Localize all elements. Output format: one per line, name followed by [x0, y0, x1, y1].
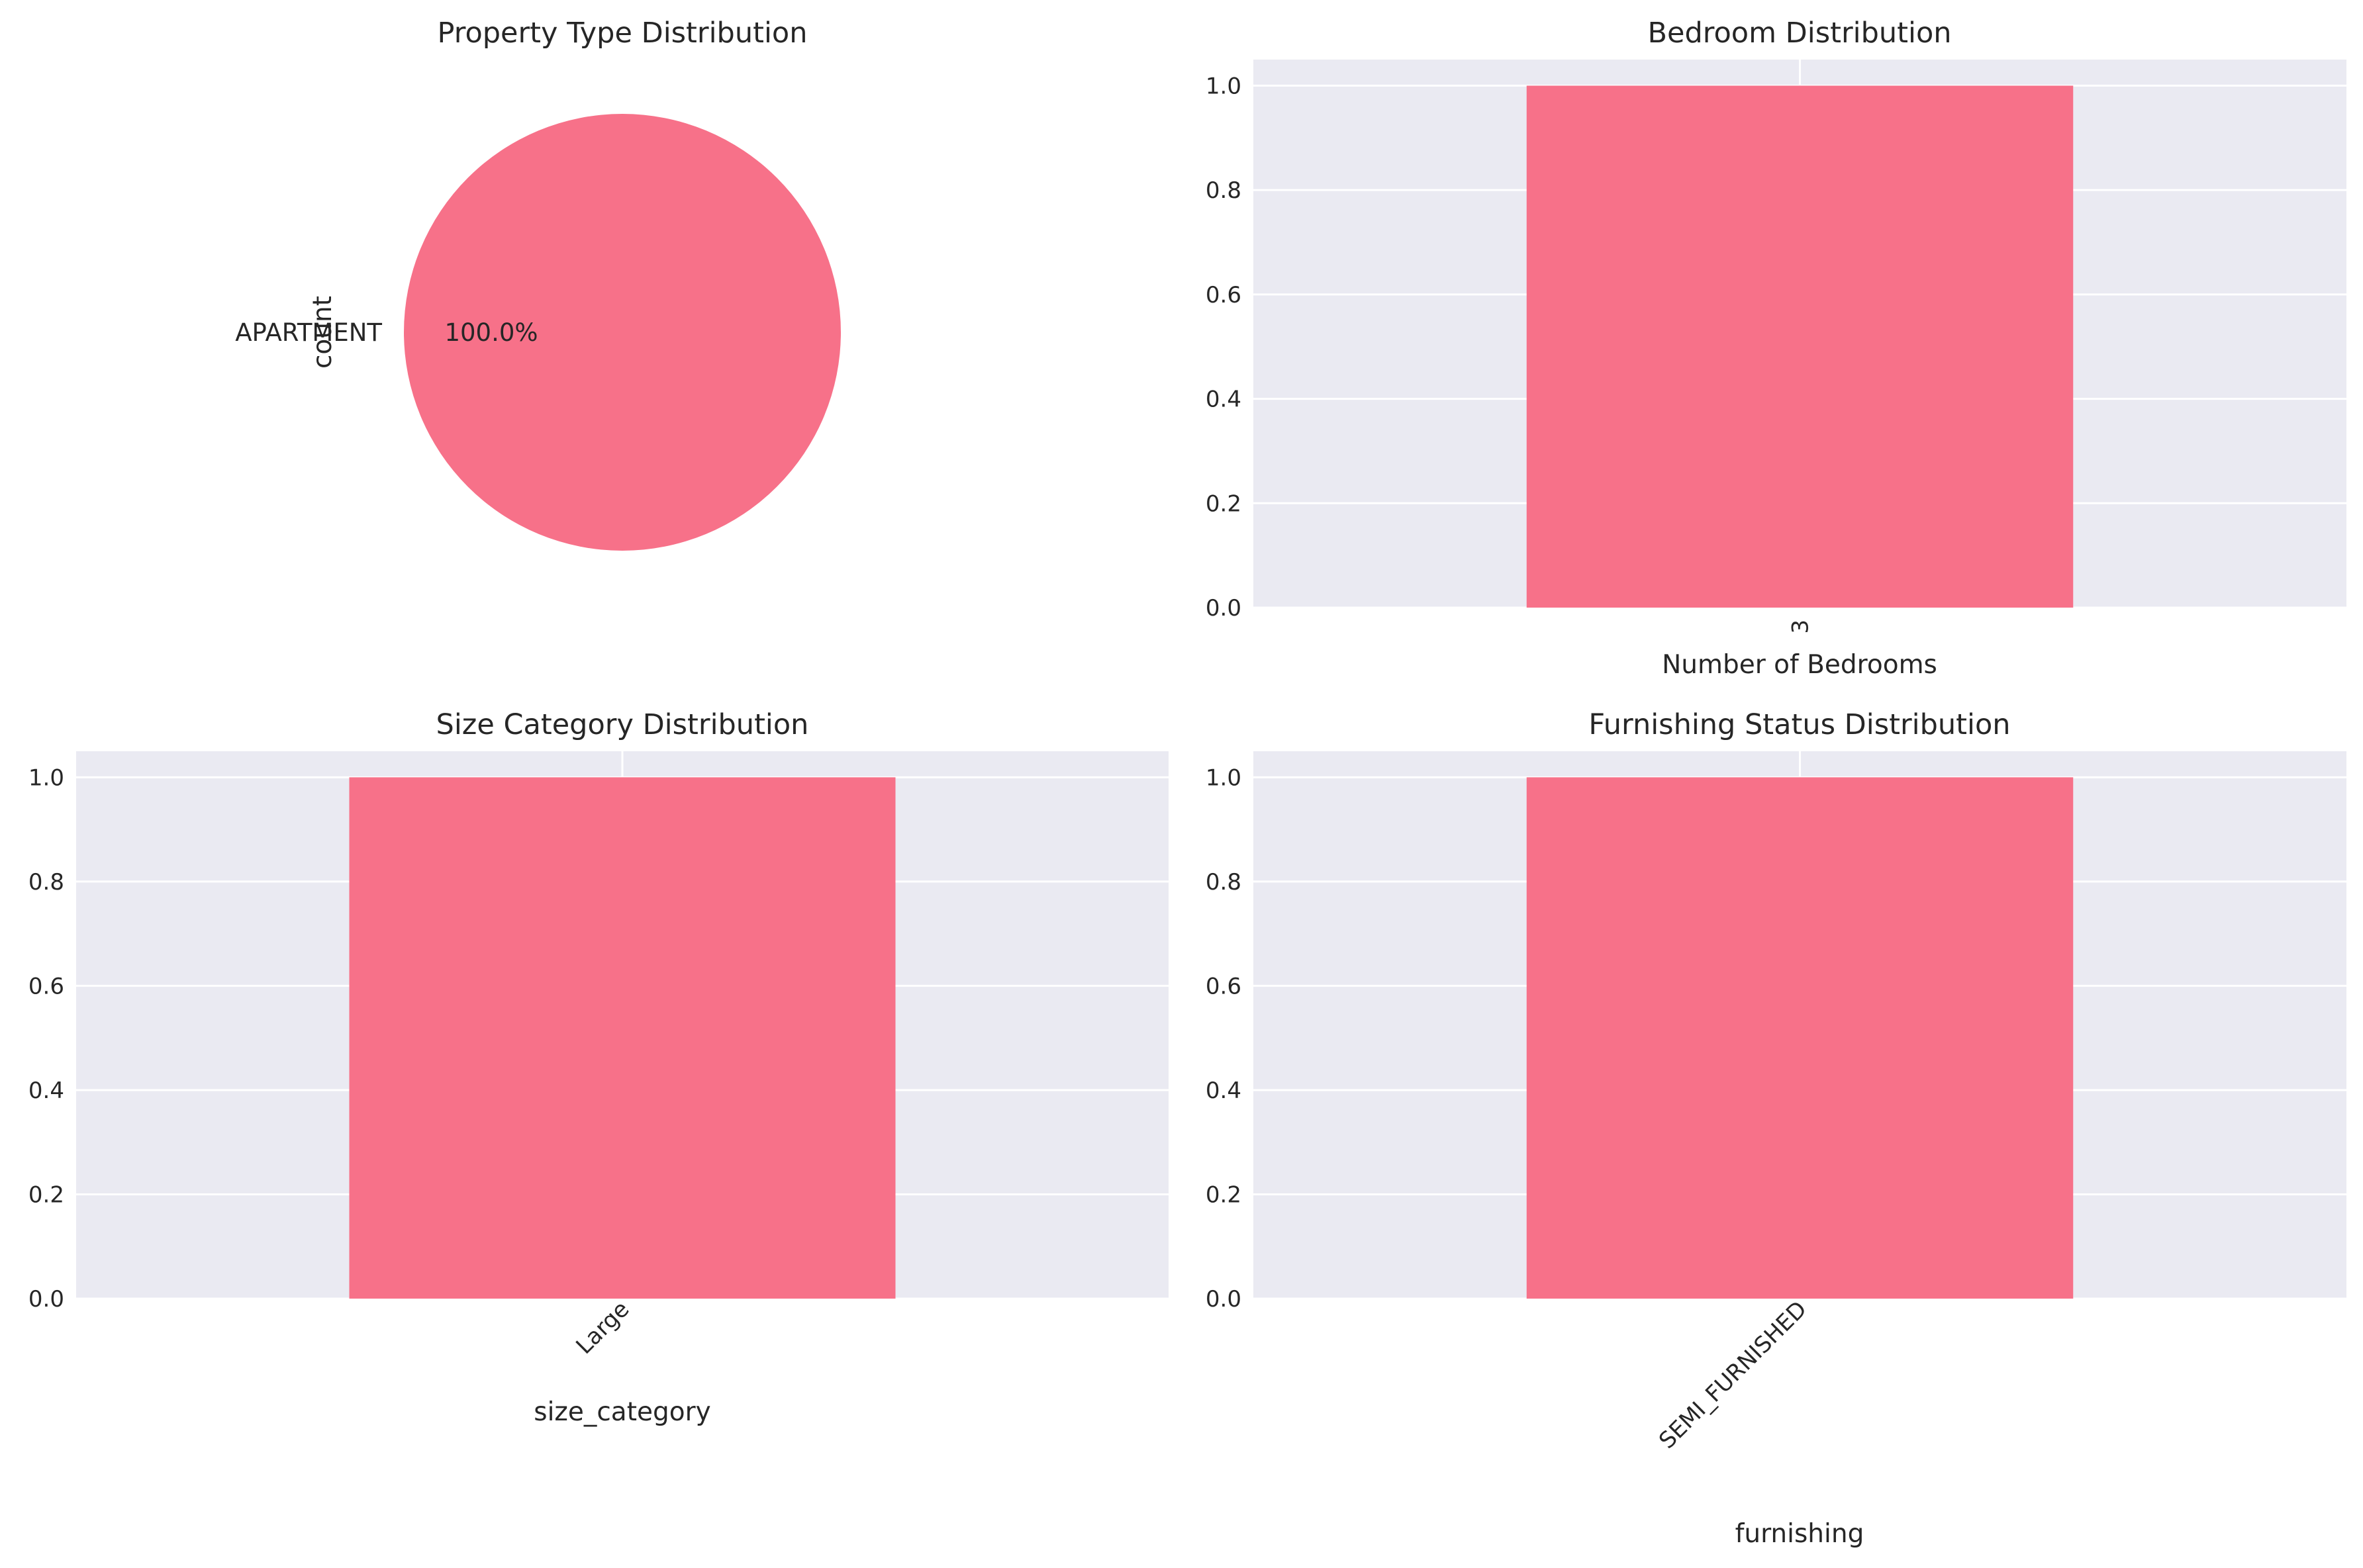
pie-plot: APARTMENT 100.0% count — [235, 114, 841, 551]
bar — [1526, 85, 2074, 608]
pie-category-label: APARTMENT — [235, 318, 382, 347]
y-tick-label: 1.0 — [28, 764, 64, 791]
panel-property-type: Property Type Distribution APARTMENT 100.… — [235, 17, 841, 551]
y-tick-label: 0.8 — [1206, 177, 1241, 204]
y-tick-label: 1.0 — [1206, 764, 1241, 791]
pie-title: Property Type Distribution — [438, 17, 808, 50]
pie-y-axis-label: count — [308, 296, 338, 369]
y-tick-label: 0.0 — [28, 1286, 64, 1313]
pie-slice — [404, 114, 841, 551]
y-tick-label: 0.2 — [1206, 1181, 1241, 1208]
y-tick-label: 0.6 — [1206, 973, 1241, 999]
y-tick-label: 0.6 — [28, 973, 64, 999]
y-tick-label: 0.8 — [28, 869, 64, 896]
y-tick-label: 0.6 — [1206, 282, 1241, 308]
y-tick-label: 0.2 — [1206, 490, 1241, 517]
furnishing-x-axis-label: furnishing — [1735, 1519, 1864, 1549]
y-tick-label: 0.0 — [1206, 595, 1241, 622]
size-chart-title: Size Category Distribution — [436, 708, 809, 741]
y-tick-label: 0.2 — [28, 1181, 64, 1208]
y-tick-label: 1.0 — [1206, 73, 1241, 99]
size-x-axis-label: size_category — [534, 1397, 710, 1427]
bedroom-x-axis-label: Number of Bedrooms — [1662, 650, 1937, 680]
x-tick-label: 3 — [1788, 620, 1814, 634]
bar — [1526, 777, 2074, 1299]
panel-size-category: Size Category Distribution 0.0 0.2 0.4 0.6 0… — [28, 708, 1169, 1427]
y-tick-label: 0.4 — [28, 1078, 64, 1104]
y-tick-label: 0.0 — [1206, 1286, 1241, 1313]
y-tick-label: 0.4 — [1206, 387, 1241, 413]
furnishing-chart-title: Furnishing Status Distribution — [1588, 708, 2010, 741]
panel-bedroom: Bedroom Distribution 0.0 0.2 0.4 0.6 0.8 1.0 3… — [1206, 17, 2346, 680]
y-tick-label: 0.4 — [1206, 1078, 1241, 1104]
bedroom-bar-plot: 0.0 0.2 0.4 0.6 0.8 1.0 3 — [1206, 60, 2346, 634]
bedroom-chart-title: Bedroom Distribution — [1647, 17, 1951, 50]
y-tick-label: 0.8 — [1206, 869, 1241, 896]
bar — [349, 777, 896, 1299]
pie-percent-label: 100.0% — [444, 318, 538, 347]
